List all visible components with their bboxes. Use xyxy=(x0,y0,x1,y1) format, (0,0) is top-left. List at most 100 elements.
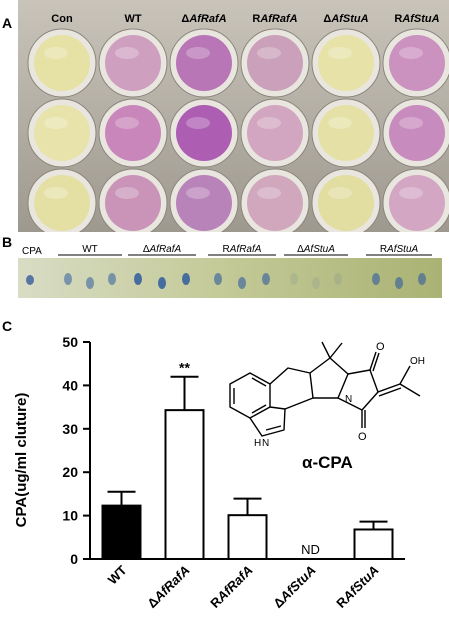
tlc-spot xyxy=(262,273,270,285)
column-label: RAfRafA xyxy=(252,13,297,25)
methyl-bond xyxy=(329,342,343,359)
column-label: RAfStuA xyxy=(394,13,439,25)
tlc-spot xyxy=(182,273,190,285)
well-highlight xyxy=(115,187,139,199)
well xyxy=(318,35,374,91)
panel-c: 0 10 20 30 40 50 WT ΔAfRafA RAfRafA ΔAfStuA RAfSt… xyxy=(0,318,449,628)
well-highlight xyxy=(328,47,352,59)
cpa-structure xyxy=(229,341,421,437)
x-tick-label: WT xyxy=(105,562,130,587)
well xyxy=(247,175,303,231)
x-tick-label: ΔAfStuA xyxy=(270,563,318,611)
well-highlight xyxy=(328,187,352,199)
well-highlight xyxy=(44,47,68,59)
tlc-group-label: RAfStuA xyxy=(380,244,419,255)
exocyclic-double-bond xyxy=(377,383,401,393)
nitrogen-label: N xyxy=(345,394,352,405)
bar xyxy=(227,514,268,560)
carbonyl-o-label: O xyxy=(358,431,367,443)
pyrrolidine-ring xyxy=(309,357,349,399)
tlc-spot xyxy=(214,273,222,285)
well xyxy=(176,175,232,231)
column-label: ΔAfStuA xyxy=(323,13,368,25)
tlc-spot xyxy=(64,273,72,285)
bond xyxy=(265,425,282,431)
x-tick-label: RAfStuA xyxy=(333,563,381,611)
tlc-plate: CPA WT ΔAfRafA RAfRafA ΔAfStuA RAfStuA xyxy=(18,244,442,298)
compound-name: α-CPA xyxy=(302,453,353,472)
hydroxyl-bond xyxy=(399,365,411,385)
panel-a: Con WT ΔAfRafA RAfRafA ΔAfStuA RAfStuA A xyxy=(0,0,449,238)
well xyxy=(34,175,90,231)
bar xyxy=(101,504,142,560)
y-tick-label: 30 xyxy=(62,421,78,437)
well-highlight xyxy=(328,117,352,129)
not-detected-label: ND xyxy=(301,542,320,557)
well-highlight xyxy=(257,117,281,129)
column-label: ΔAfRafA xyxy=(181,13,226,25)
exocyclic-double-bond xyxy=(378,387,402,397)
well xyxy=(176,35,232,91)
carbonyl-bond xyxy=(369,351,377,371)
well xyxy=(389,175,445,231)
panel-letter-c: C xyxy=(2,318,13,334)
well-highlight xyxy=(186,47,210,59)
bond xyxy=(251,404,267,414)
tlc-spot xyxy=(334,273,342,285)
column-label: Con xyxy=(51,13,73,25)
well xyxy=(318,175,374,231)
middle-ring xyxy=(269,367,314,410)
cpa-standard-label: CPA xyxy=(22,246,42,257)
well xyxy=(247,35,303,91)
panel-letter-a: A xyxy=(2,15,13,31)
x-tick-label: ΔAfRafA xyxy=(144,563,192,611)
y-axis-label: CPA(ug/ml cluture) xyxy=(13,393,30,528)
tlc-spot xyxy=(372,273,380,285)
bar xyxy=(164,409,205,560)
carbonyl-o-label: O xyxy=(376,341,385,353)
tlc-spot-standard xyxy=(26,275,34,285)
tlc-group-label: ΔAfStuA xyxy=(297,244,335,255)
tlc-group-label: WT xyxy=(82,244,98,255)
column-label: WT xyxy=(124,13,141,25)
tlc-spot xyxy=(108,273,116,285)
pyrrole-ring xyxy=(249,406,286,437)
tlc-spot xyxy=(290,273,298,285)
well xyxy=(389,105,445,161)
indole-n-label: N xyxy=(262,438,269,449)
well xyxy=(247,105,303,161)
well xyxy=(389,35,445,91)
y-tick-label: 50 xyxy=(62,334,78,350)
methyl-bond xyxy=(399,383,421,397)
well-highlight xyxy=(44,187,68,199)
well-highlight xyxy=(399,47,423,59)
well-highlight xyxy=(399,187,423,199)
x-tick-label: RAfRafA xyxy=(207,563,255,611)
bar xyxy=(353,528,394,561)
methyl-bond xyxy=(321,341,331,359)
tlc-spot xyxy=(158,277,166,289)
tlc-group-label: RAfRafA xyxy=(223,244,262,255)
well-highlight xyxy=(186,187,210,199)
well xyxy=(318,105,374,161)
tlc-group-label: ΔAfRafA xyxy=(143,244,182,255)
well xyxy=(34,35,90,91)
well xyxy=(34,105,90,161)
tlc-spot xyxy=(418,273,426,285)
tetramic-ring xyxy=(337,369,379,411)
tlc-spot xyxy=(312,277,320,289)
well xyxy=(176,105,232,161)
tlc-spot xyxy=(395,277,403,289)
well-highlight xyxy=(399,117,423,129)
carbonyl-bond xyxy=(372,352,380,372)
benzene-ring xyxy=(229,372,271,419)
tlc-spot xyxy=(238,277,246,289)
well-highlight xyxy=(115,47,139,59)
panel-letter-b: B xyxy=(2,234,13,250)
well xyxy=(105,35,161,91)
hydroxyl-label: OH xyxy=(410,356,425,367)
plate-photo: Con WT ΔAfRafA RAfRafA ΔAfStuA RAfStuA xyxy=(18,0,449,238)
y-tick-label: 40 xyxy=(62,377,78,393)
bond xyxy=(251,377,267,387)
well-highlight xyxy=(257,187,281,199)
